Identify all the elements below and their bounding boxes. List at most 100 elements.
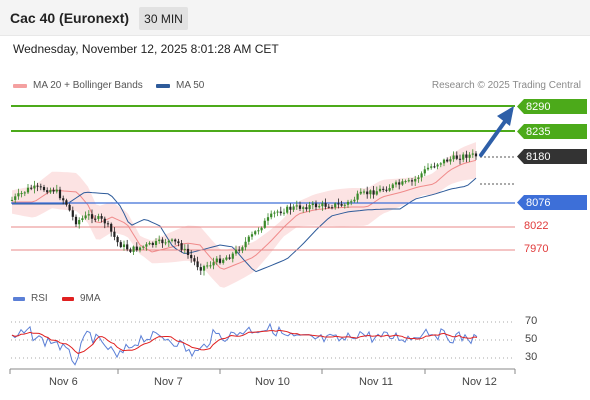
candle-body [292,206,295,210]
candle-body [206,265,209,267]
level-tag-8180: 8180 [517,149,587,164]
candle-body [250,234,254,237]
candle-body [177,241,180,244]
x-label-nov12: Nov 12 [462,376,497,388]
candle-body [314,203,318,208]
candle-body [145,244,148,247]
candle-body [174,239,177,242]
candle-body [286,206,289,213]
candle-body [68,204,71,211]
candle-body [458,158,462,160]
candle-body [295,205,298,207]
candle-body [71,210,74,217]
rsi-ma-line [11,329,478,354]
candle-body [388,188,391,191]
candle-body [228,257,231,259]
rsi-ma-swatch [62,296,74,301]
legend-rsi-ma: 9MA [62,293,101,304]
rsi-legend-label: RSI [31,293,48,304]
bollinger-band [12,142,476,288]
level-tag-7970: 7970 [524,243,549,255]
candle-body [49,189,52,193]
candle-body [81,218,84,221]
level-tag-8290: 8290 [517,99,587,114]
candle-body [273,212,276,214]
candle-body [148,242,151,245]
legend-ma20: MA 20 + Bollinger Bands [13,80,143,91]
rsi-tick-70: 70 [525,315,538,327]
candle-body [231,253,234,259]
candle-body [436,164,439,167]
candle-body [103,218,106,224]
candle-body [36,185,39,187]
candle-body [20,193,23,195]
candle-body [362,191,366,193]
candle-body [167,240,170,243]
candle-body [327,206,330,208]
ma50-line [12,177,477,273]
candle-body [282,212,286,214]
candle-body [193,258,196,262]
candle-body [378,188,382,192]
candle-body [410,180,414,182]
candle-body [39,186,42,188]
candle-body [110,223,113,232]
candle-body [442,159,446,164]
candle-body [151,242,154,245]
candle-body [465,154,468,158]
candle-body [356,193,359,200]
ma50-swatch [156,83,170,88]
candle-body [350,201,353,203]
candle-body [318,206,321,208]
candle-body [369,190,372,195]
candle-body [446,159,449,162]
candle-body [433,166,436,168]
candle-body [170,239,174,241]
candle-body [279,211,282,214]
candle-body [218,258,222,263]
candle-body [202,266,206,271]
candle-body [234,249,238,254]
candle-body [382,188,385,190]
candle-body [449,159,452,162]
candle-body [289,206,292,210]
candle-body [302,207,305,209]
candle-body [321,203,324,207]
candle-body [462,154,465,160]
candle-body [254,231,257,235]
candle-body [401,181,404,185]
candle-body [263,220,266,228]
candle-body [238,249,241,251]
candle-body [398,182,401,185]
candle-body [414,178,417,182]
candle-body [266,217,270,221]
candle-body [257,230,260,232]
rsi-swatch [13,296,25,301]
level-tag-8235: 8235 [517,124,587,139]
timeframe-button[interactable]: 30 MIN [139,7,188,30]
candle-body [423,169,426,174]
level-tag-8022: 8022 [524,220,549,232]
candle-body [138,247,142,251]
candle-body [426,167,430,170]
candle-body [46,190,49,193]
x-label-nov6: Nov 6 [49,376,78,388]
candle-body [129,249,132,252]
rsi-tick-50: 50 [525,333,538,345]
candle-body [407,180,410,182]
ma20-line [12,159,477,270]
candle-body [404,181,407,183]
candle-body [23,192,26,194]
candle-body [420,173,423,178]
legend-ma50: MA 50 [156,80,204,91]
candlestick-series [10,149,478,276]
candle-body [132,246,135,252]
candle-body [186,248,190,255]
candle-body [385,189,388,191]
candle-body [74,216,78,225]
header-bar: Cac 40 (Euronext) 30 MIN [0,0,590,36]
candle-body [474,153,478,157]
candle-body [375,191,378,195]
candle-body [100,216,103,219]
